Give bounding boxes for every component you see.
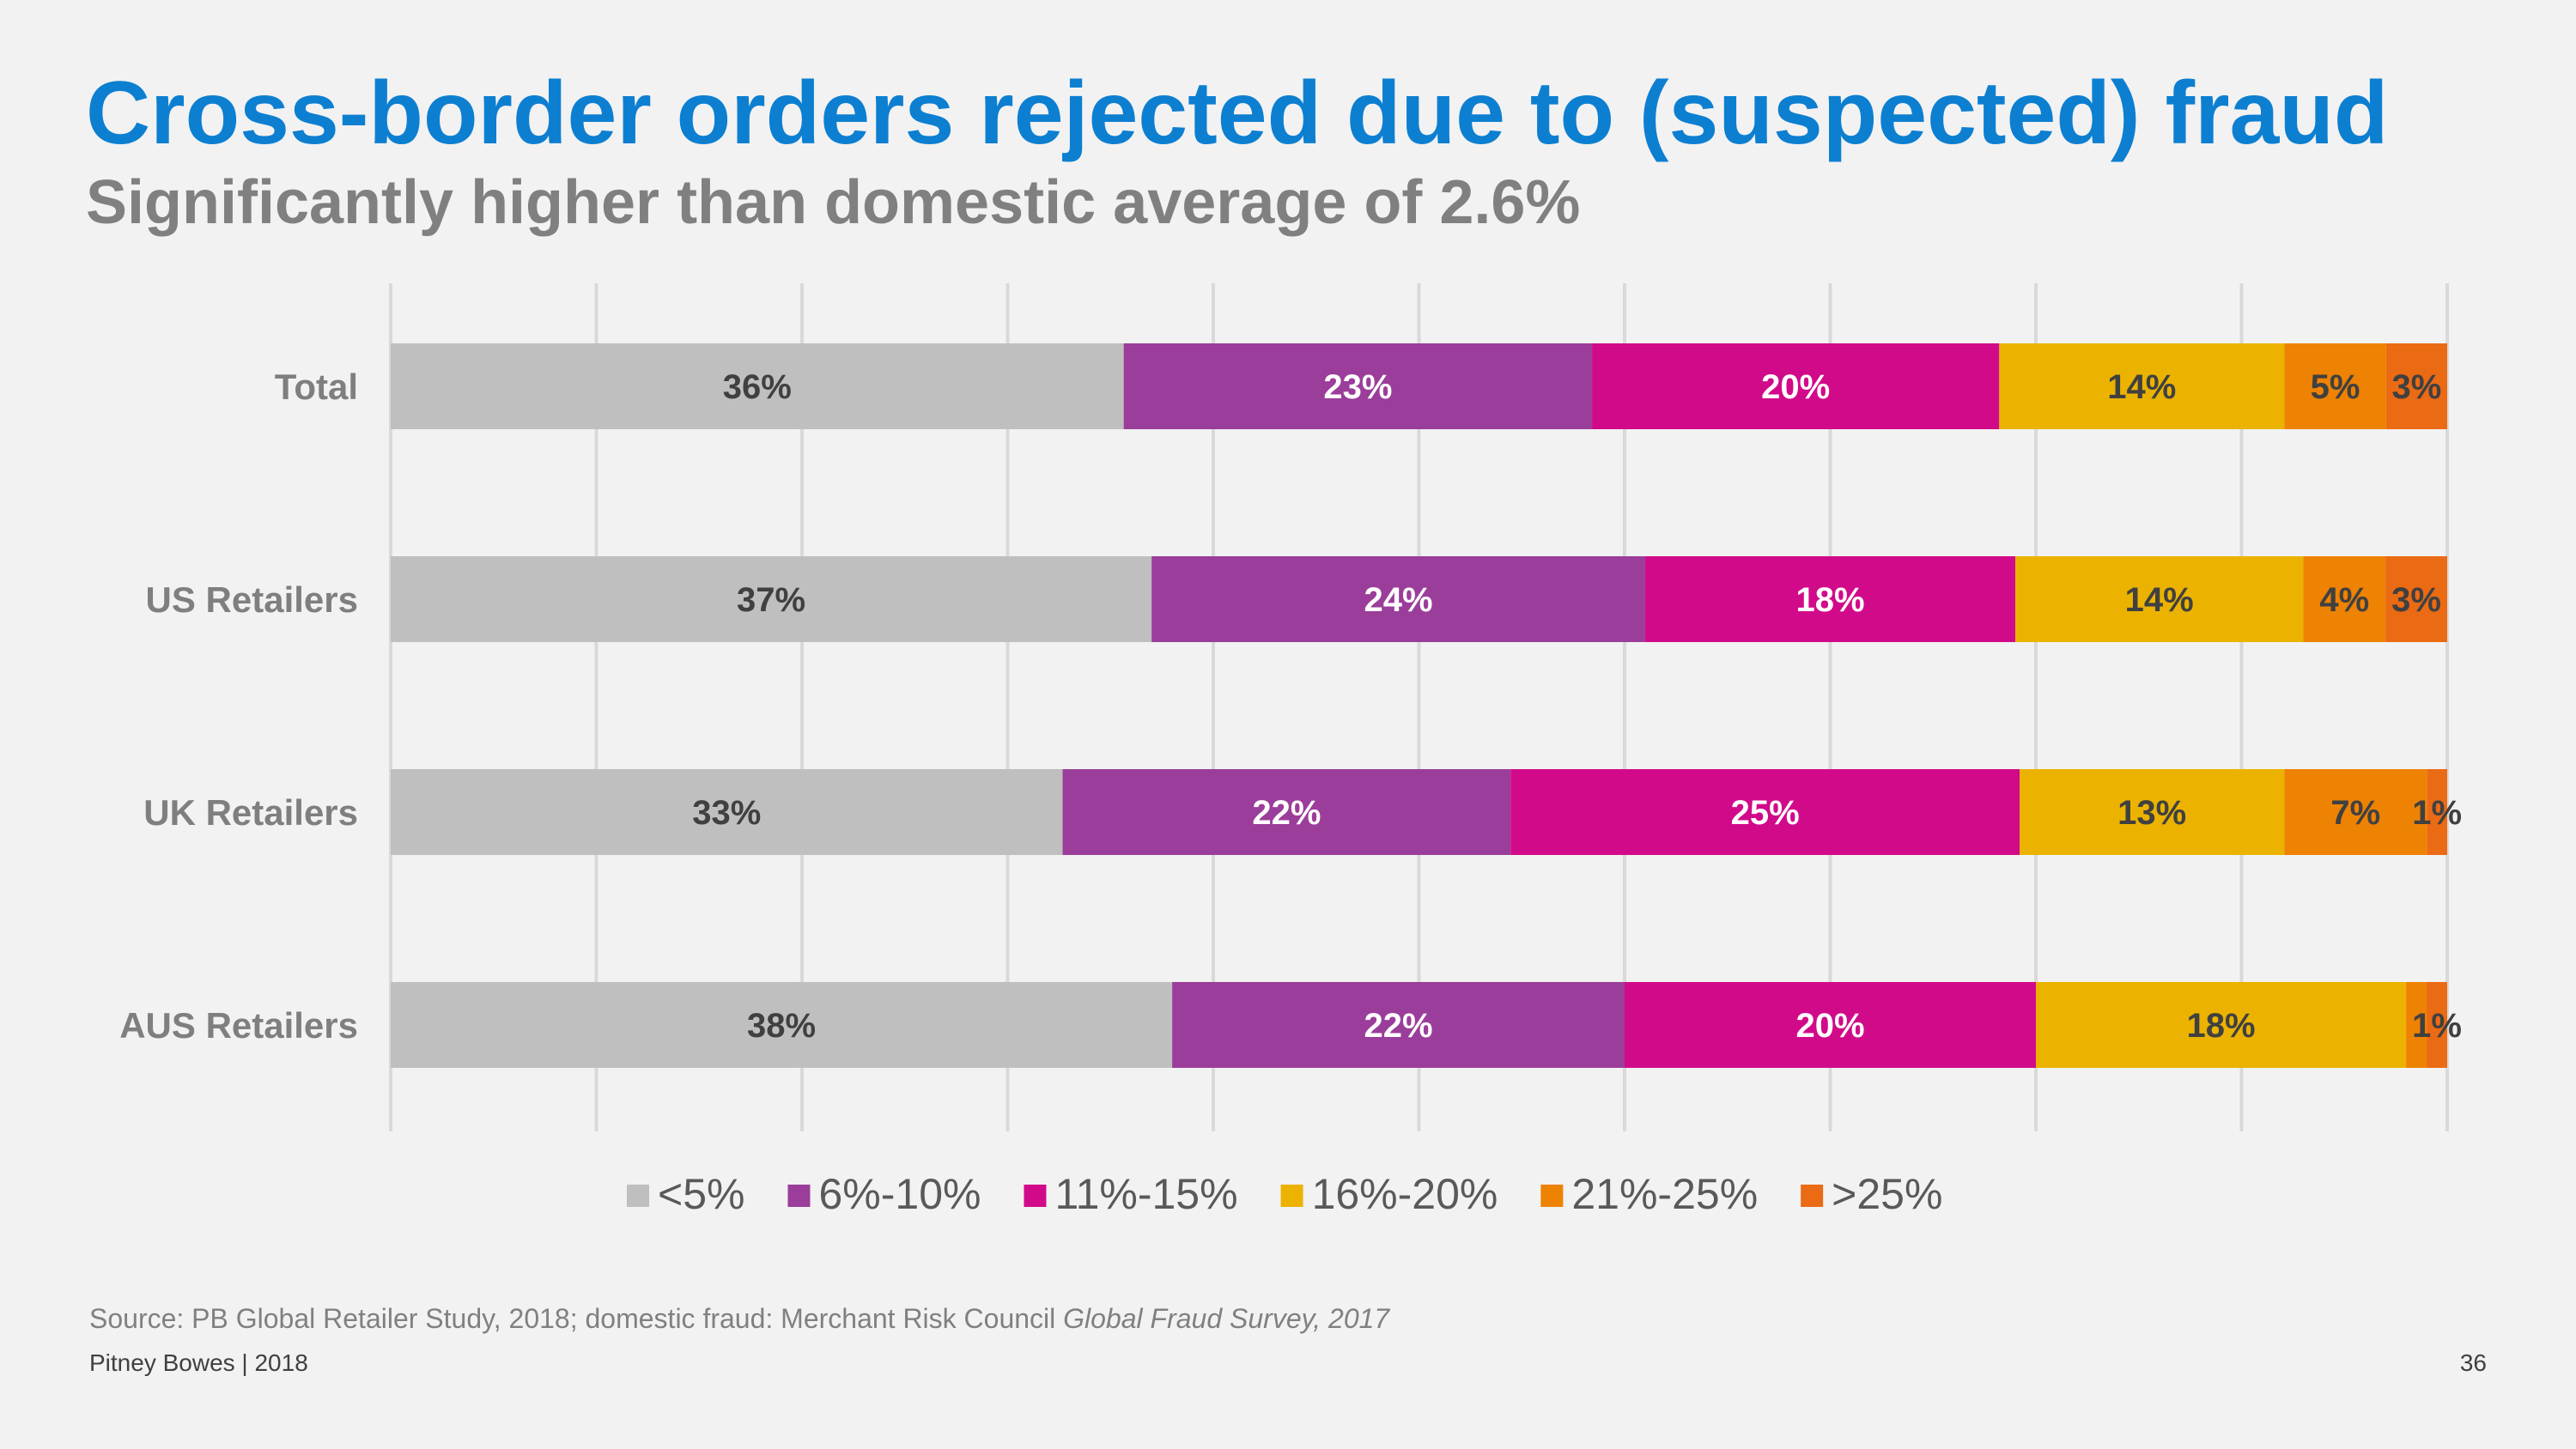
- bar-segment: [1999, 343, 2285, 429]
- legend-swatch: [627, 1185, 649, 1207]
- bar-segment: [1062, 769, 1511, 855]
- footer-company: Pitney Bowes | 2018: [89, 1349, 308, 1376]
- source-italic-text: Global Fraud Survey, 2017: [1063, 1303, 1390, 1334]
- data-label: 33%: [692, 794, 761, 832]
- legend-label: 16%-20%: [1312, 1170, 1498, 1218]
- bar-segment: [2385, 343, 2447, 429]
- category-label: AUS Retailers: [119, 1005, 358, 1046]
- bar-segment: [1172, 982, 1625, 1068]
- category-label: UK Retailers: [143, 792, 358, 833]
- data-label: 1%: [2412, 1007, 2462, 1045]
- data-label: 20%: [1761, 368, 1830, 406]
- data-label: 14%: [2107, 368, 2176, 406]
- bar-segment: [2284, 343, 2386, 429]
- bar-segment: [2427, 982, 2447, 1068]
- data-label: 5%: [2311, 368, 2360, 406]
- bar-segment: [1123, 343, 1593, 429]
- bar-segment: [1592, 343, 2000, 429]
- bar-segment: [2284, 769, 2427, 855]
- page-number: 36: [2459, 1349, 2487, 1376]
- legend-label: >25%: [1832, 1170, 1942, 1218]
- legend-swatch: [1024, 1185, 1047, 1207]
- legend-swatch: [1801, 1185, 1824, 1207]
- data-label: 36%: [723, 368, 792, 406]
- data-label: 18%: [2187, 1007, 2256, 1045]
- data-label: 3%: [2391, 581, 2441, 619]
- bar-segment: [391, 769, 1063, 855]
- bar-segment: [391, 556, 1152, 642]
- bar-segment: [1151, 556, 1645, 642]
- stacked-bar-chart: 36% 23% 20% 14% 5% 3% 37% 24% 18% 14% 4% 3% 33% 22% 25…: [119, 283, 2462, 1218]
- legend-label: 21%-25%: [1571, 1170, 1758, 1218]
- data-label: 23%: [1323, 368, 1392, 406]
- data-label: 25%: [1731, 794, 1800, 832]
- bar-segment: [2427, 769, 2447, 855]
- data-label: 22%: [1364, 1007, 1433, 1045]
- bar-segment: [1644, 556, 2016, 642]
- bar-segment: [2406, 982, 2427, 1068]
- data-label: 3%: [2392, 368, 2442, 406]
- data-label: 13%: [2117, 794, 2186, 832]
- data-label: 22%: [1252, 794, 1321, 832]
- source-note: Source: PB Global Retailer Study, 2018; …: [89, 1303, 1389, 1335]
- bar-segment: [391, 982, 1173, 1068]
- bar-segment: [391, 343, 1124, 429]
- data-label: 38%: [747, 1007, 816, 1045]
- data-label: 18%: [1795, 581, 1864, 619]
- data-label: 4%: [2319, 581, 2369, 619]
- bar-segment: [2385, 556, 2447, 642]
- bar-segment: [1510, 769, 2020, 855]
- data-label: 14%: [2125, 581, 2194, 619]
- data-label: 20%: [1795, 1007, 1864, 1045]
- data-label: 37%: [737, 581, 805, 619]
- legend-label: <5%: [658, 1170, 744, 1218]
- data-label: 1%: [2412, 794, 2462, 832]
- page-subtitle: Significantly higher than domestic avera…: [86, 168, 1581, 237]
- legend-label: 6%-10%: [818, 1170, 981, 1218]
- bar-segment: [2303, 556, 2386, 642]
- legend-label: 11%-15%: [1054, 1170, 1237, 1218]
- bar-segment: [2036, 982, 2407, 1068]
- legend-swatch: [787, 1185, 811, 1207]
- category-label: US Retailers: [146, 579, 358, 620]
- category-label: Total: [275, 367, 358, 407]
- page-title: Cross-border orders rejected due to (sus…: [86, 64, 2389, 163]
- legend-swatch: [1540, 1185, 1564, 1207]
- data-label: 7%: [2330, 794, 2380, 832]
- bar-segment: [1625, 982, 2036, 1068]
- bar-segment: [2020, 769, 2285, 855]
- source-text: Source: PB Global Retailer Study, 2018; …: [89, 1303, 1064, 1334]
- data-label: 24%: [1364, 581, 1433, 619]
- bar-segment: [2015, 556, 2304, 642]
- legend-swatch: [1280, 1185, 1303, 1207]
